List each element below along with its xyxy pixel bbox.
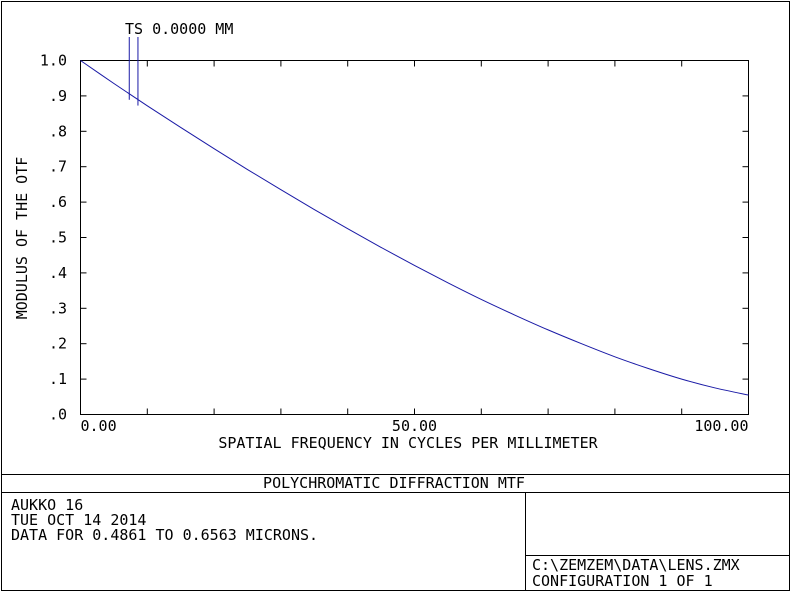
wavelength-range: DATA FOR 0.4861 TO 0.6563 MICRONS. — [11, 526, 318, 544]
mtf-curves — [80, 60, 749, 396]
series-label-marker: TS 0.0000 MM — [125, 20, 233, 106]
y-tick-label: .3 — [49, 299, 67, 317]
x-axis-label: SPATIAL FREQUENCY IN CYCLES PER MILLIMET… — [218, 434, 598, 452]
configuration-label: CONFIGURATION 1 OF 1 — [532, 572, 713, 590]
x-tick-label: 100.00 — [694, 417, 748, 435]
y-tick-label: .1 — [49, 370, 67, 388]
y-tick-label: .0 — [49, 406, 67, 424]
x-tick-labels: 0.00 50.00 100.00 — [81, 417, 749, 435]
y-tick-label: .7 — [49, 158, 67, 176]
y-tick-label: .8 — [49, 122, 67, 140]
x-tick-label: 0.00 — [81, 417, 117, 435]
y-tick-labels: .0 .1 .2 .3 .4 .5 .6 .7 .8 .9 1.0 — [40, 52, 67, 424]
y-tick-label: .6 — [49, 193, 67, 211]
lens-name: AUKKO 16 — [11, 496, 83, 514]
y-tick-label: .9 — [49, 87, 67, 105]
chart-title: POLYCHROMATIC DIFFRACTION MTF — [263, 474, 525, 492]
report-date: TUE OCT 14 2014 — [11, 511, 146, 529]
y-tick-label: 1.0 — [40, 52, 67, 70]
plot-area — [80, 60, 749, 415]
y-tick-label: .5 — [49, 229, 67, 247]
series-label: TS 0.0000 MM — [125, 20, 233, 38]
mtf-series-line — [80, 60, 749, 396]
x-tick-label: 50.00 — [392, 417, 437, 435]
y-tick-label: .4 — [49, 264, 67, 282]
axis-ticks — [80, 60, 749, 415]
file-path: C:\ZEMZEM\DATA\LENS.ZMX — [532, 556, 740, 574]
y-axis-label: MODULUS OF THE OTF — [13, 157, 31, 320]
y-tick-label: .2 — [49, 335, 67, 353]
